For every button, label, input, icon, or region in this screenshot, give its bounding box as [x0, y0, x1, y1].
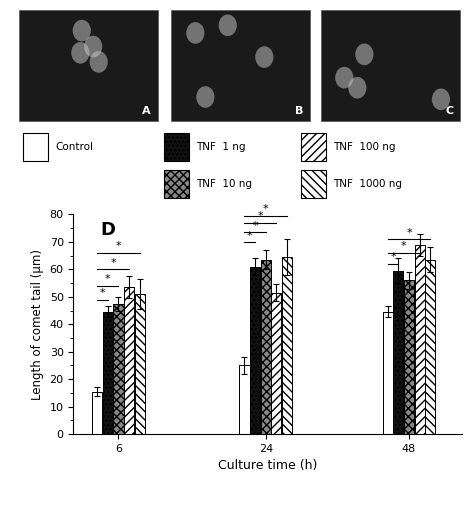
Ellipse shape — [84, 36, 102, 58]
Text: TNF  10 ng: TNF 10 ng — [196, 179, 252, 189]
FancyBboxPatch shape — [23, 133, 48, 161]
Text: C: C — [445, 106, 453, 116]
Ellipse shape — [356, 43, 374, 65]
Bar — [19, 10, 157, 121]
FancyBboxPatch shape — [301, 170, 326, 198]
Bar — [383, 312, 393, 434]
Text: B: B — [295, 106, 303, 116]
Text: TNF  100 ng: TNF 100 ng — [333, 142, 395, 152]
Bar — [415, 245, 425, 434]
Text: Control: Control — [55, 142, 93, 152]
Bar — [92, 392, 102, 434]
Text: *: * — [390, 253, 396, 263]
Ellipse shape — [255, 46, 273, 68]
Text: *: * — [252, 221, 258, 231]
Ellipse shape — [186, 22, 204, 44]
FancyBboxPatch shape — [301, 133, 326, 161]
Text: A: A — [142, 106, 151, 116]
Bar — [261, 260, 271, 434]
Text: *: * — [263, 204, 269, 214]
Ellipse shape — [90, 51, 108, 73]
Ellipse shape — [196, 86, 215, 108]
Text: *: * — [401, 242, 407, 252]
Bar — [282, 257, 292, 434]
Text: TNF  1 ng: TNF 1 ng — [196, 142, 246, 152]
Ellipse shape — [73, 20, 91, 41]
Bar — [171, 10, 310, 121]
Bar — [321, 10, 460, 121]
Bar — [135, 294, 145, 434]
Text: *: * — [258, 211, 263, 221]
Text: *: * — [247, 231, 253, 241]
X-axis label: Culture time (h): Culture time (h) — [218, 459, 318, 472]
Ellipse shape — [348, 77, 366, 99]
Bar — [103, 312, 113, 434]
Ellipse shape — [71, 42, 90, 64]
Bar — [239, 366, 249, 434]
Text: *: * — [406, 228, 412, 238]
Text: *: * — [105, 275, 110, 285]
Text: *: * — [110, 258, 116, 268]
Text: TNF  1000 ng: TNF 1000 ng — [333, 179, 402, 189]
Ellipse shape — [219, 15, 237, 36]
Bar — [393, 271, 403, 434]
Bar — [404, 280, 414, 434]
Bar — [425, 260, 435, 434]
Y-axis label: Length of comet tail (μm): Length of comet tail (μm) — [31, 249, 44, 400]
Bar — [113, 304, 124, 434]
FancyBboxPatch shape — [164, 170, 190, 198]
FancyBboxPatch shape — [164, 133, 190, 161]
Text: D: D — [100, 221, 116, 239]
Bar — [250, 267, 260, 434]
Ellipse shape — [432, 88, 450, 110]
Ellipse shape — [335, 67, 354, 88]
Bar — [271, 293, 282, 434]
Text: *: * — [100, 288, 105, 298]
Text: *: * — [116, 242, 121, 252]
Bar — [124, 287, 134, 434]
